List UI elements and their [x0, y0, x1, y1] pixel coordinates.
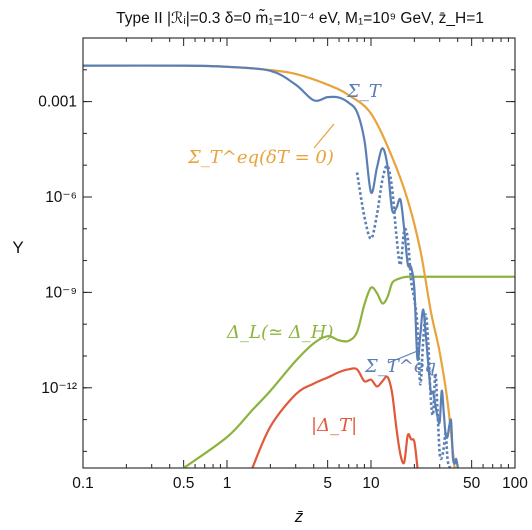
series-line-4	[251, 367, 419, 468]
x-tick-label: 100	[502, 475, 528, 492]
plot-frame	[82, 37, 516, 469]
y-tick-label: 10⁻⁹	[45, 284, 77, 301]
x-tick-label: 0.1	[72, 475, 94, 492]
delta-t-label: |Δ_T|	[311, 415, 357, 436]
sigma-t-eq-dt0-label: Σ_T^eq(δT = 0)	[187, 147, 334, 168]
sigma-t-eq-pointer	[387, 349, 421, 364]
series-line-1	[83, 64, 459, 468]
x-tick-label: 50	[463, 475, 481, 492]
plot-area	[83, 64, 515, 468]
series-line-2	[355, 164, 452, 468]
x-tick-label: 1	[223, 475, 232, 492]
axis-ticks: 0.1 0.5 1 5 10 50 100 0.001 10⁻⁶ 10⁻⁹ 10⁻¹²	[38, 37, 528, 492]
delta-l-label: Δ_L(≃ Δ_H)	[226, 322, 334, 343]
sigma-t-eq-label: Σ_T^eq	[364, 356, 436, 377]
sigma-t-label: Σ_T	[346, 81, 383, 102]
x-tick-label: 10	[362, 475, 380, 492]
series-line-3	[182, 275, 515, 468]
x-axis-label: z̄	[294, 507, 304, 526]
x-tick-label: 5	[323, 475, 332, 492]
y-axis-label: Y	[12, 238, 23, 257]
y-tick-label: 0.001	[38, 94, 77, 111]
x-tick-label: 0.5	[173, 475, 195, 492]
y-tick-label: 10⁻⁶	[45, 189, 77, 206]
sigma-t-eq-dt0-pointer	[313, 123, 335, 149]
y-tick-label: 10⁻¹²	[41, 380, 77, 397]
series-line-0	[83, 64, 456, 468]
chart-title: Type II |ℛᵢ|=0.3 δ=0 m̃₁=10⁻⁴ eV, M₁=10⁹…	[116, 9, 484, 27]
